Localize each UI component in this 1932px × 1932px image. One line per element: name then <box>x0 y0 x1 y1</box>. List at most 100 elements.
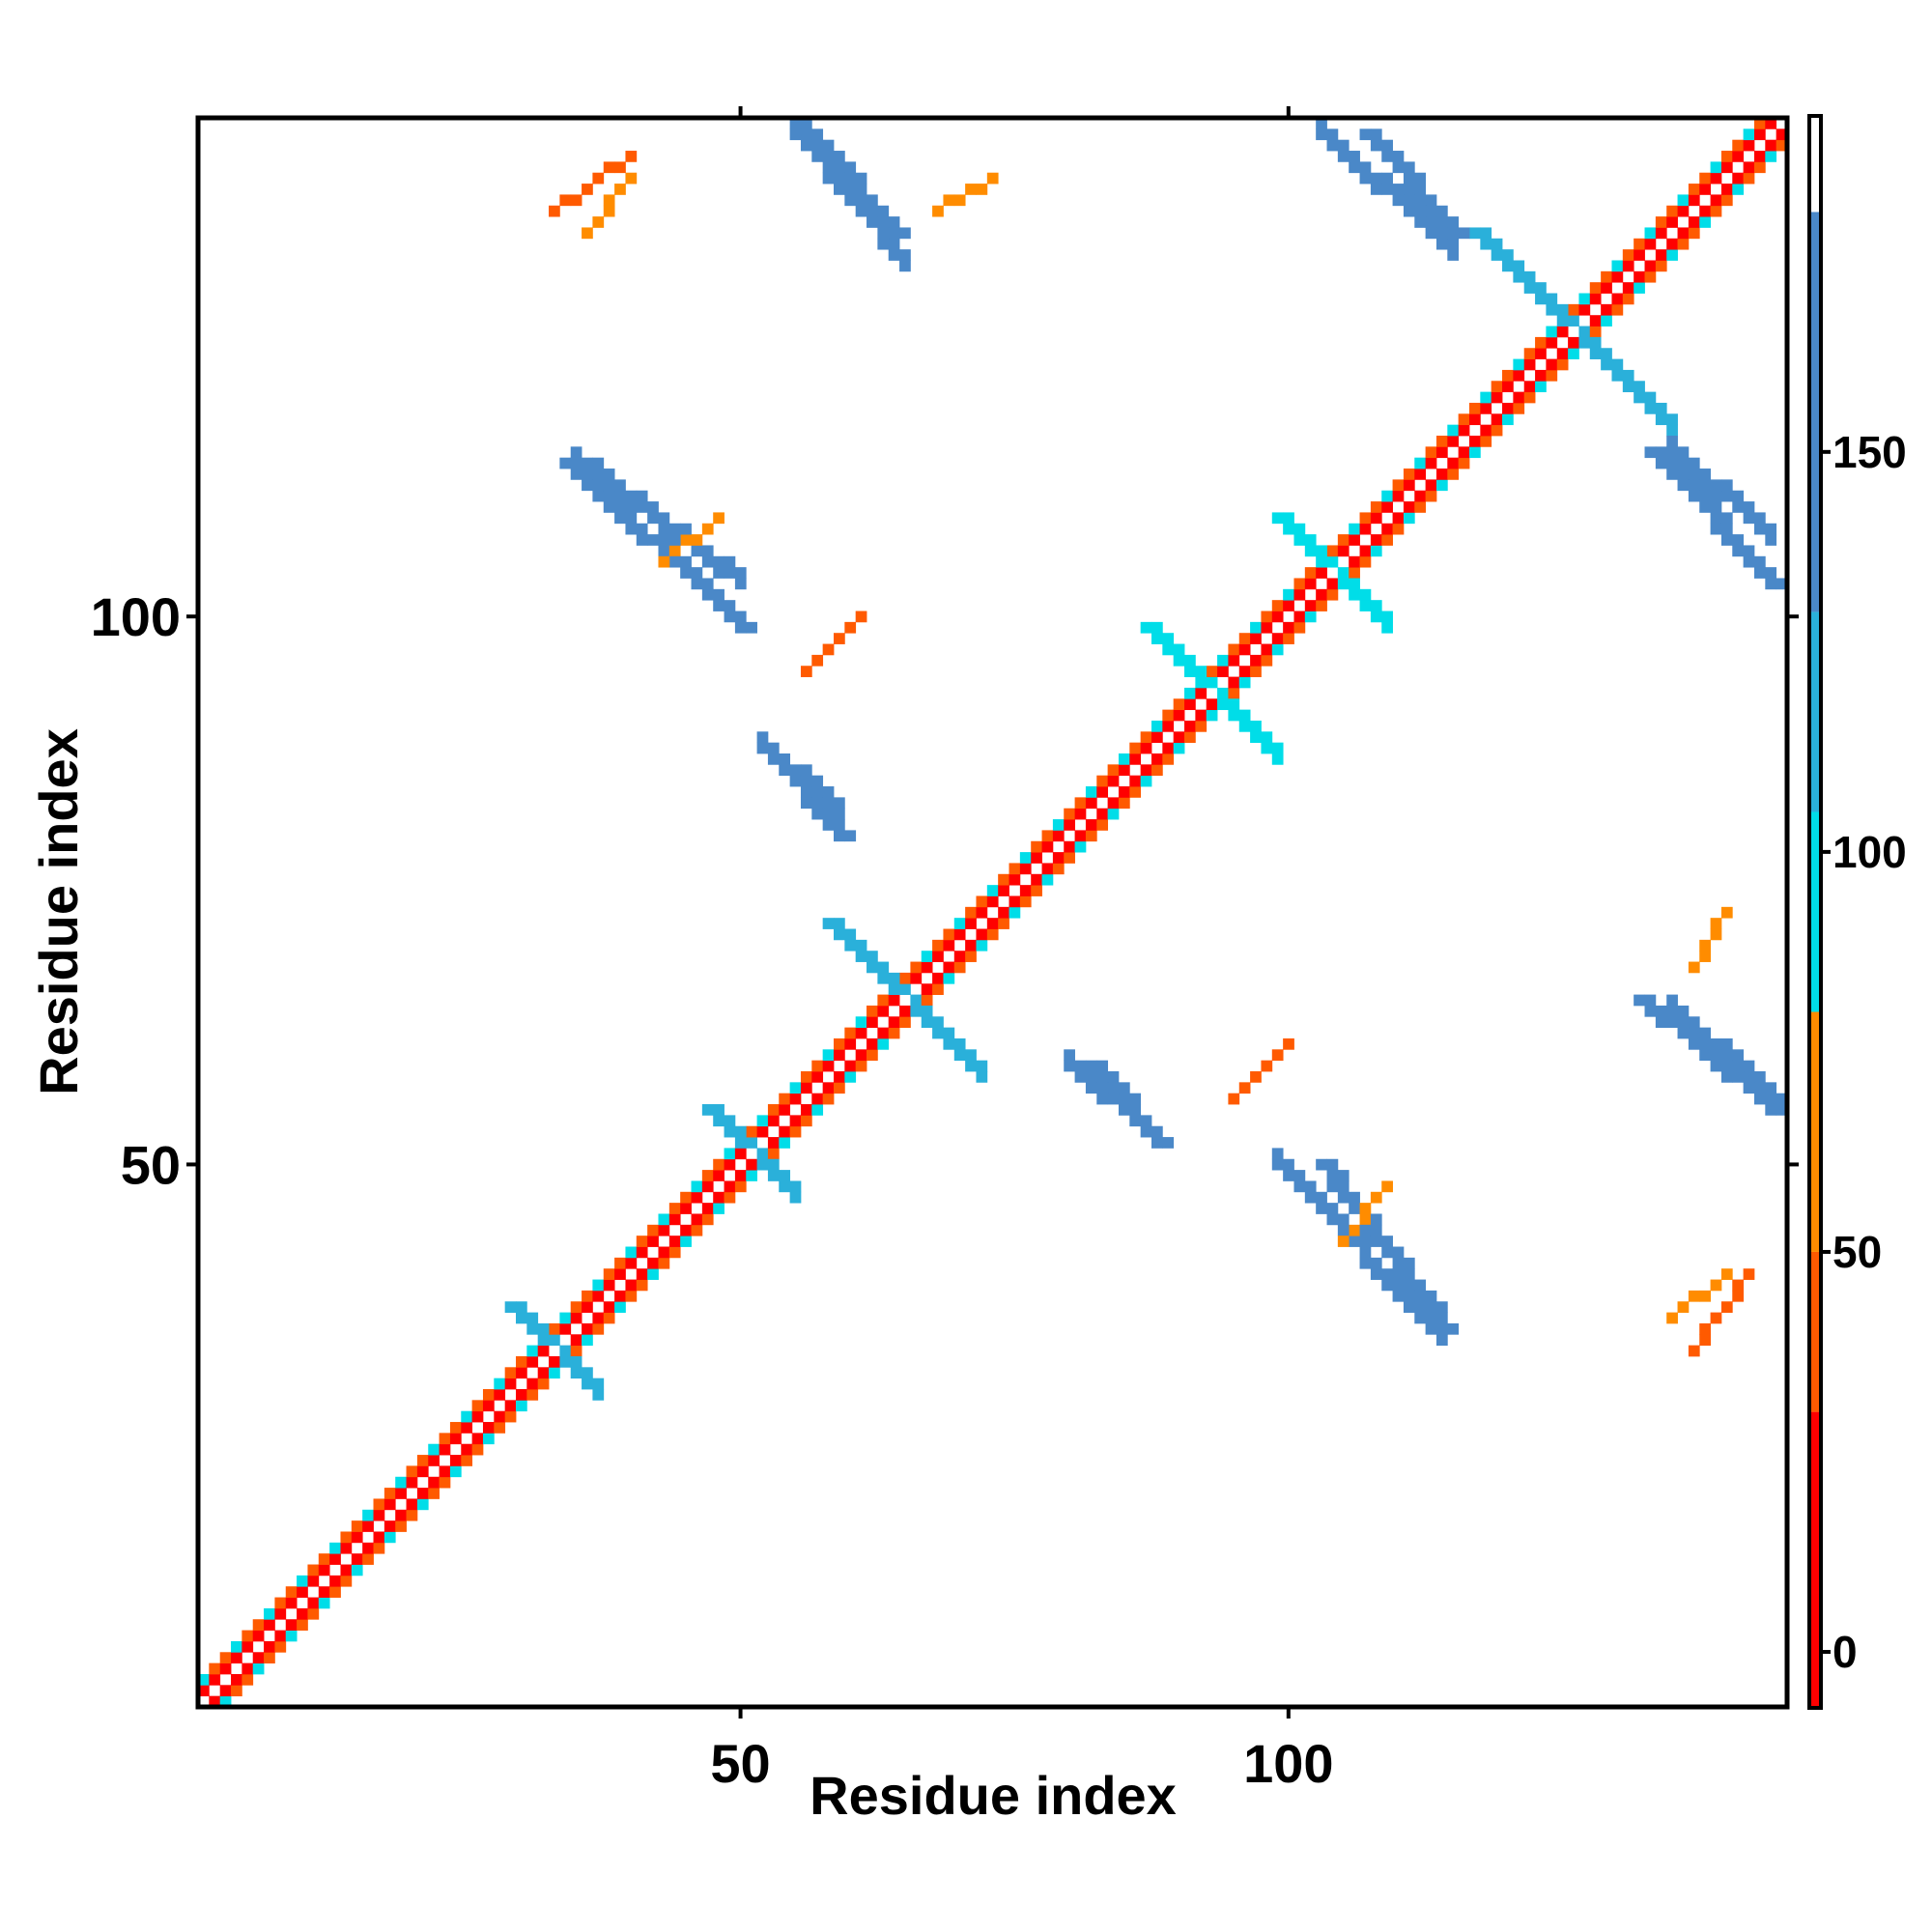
heatmap-cell <box>1009 895 1021 908</box>
heatmap-cell <box>1151 621 1163 634</box>
heatmap-cell <box>526 1322 539 1335</box>
heatmap-cell <box>1720 184 1733 195</box>
heatmap-cell <box>1326 1170 1339 1181</box>
heatmap-cell <box>680 555 692 568</box>
heatmap-cell <box>329 1575 341 1587</box>
heatmap-cell <box>570 194 582 207</box>
heatmap-cell <box>1447 1322 1460 1335</box>
heatmap-cell <box>1523 391 1536 404</box>
heatmap-cell <box>1337 1170 1350 1181</box>
heatmap-cell <box>1425 205 1437 217</box>
heatmap-cell <box>1173 654 1185 667</box>
heatmap-cell <box>1074 830 1087 842</box>
heatmap-cell <box>1118 1093 1130 1105</box>
heatmap-cell <box>1074 840 1087 853</box>
heatmap-cell <box>1250 621 1262 634</box>
heatmap-cell <box>1403 479 1415 492</box>
heatmap-cell <box>713 588 724 601</box>
heatmap-cell <box>998 885 1009 896</box>
heatmap-cell <box>1732 1060 1745 1072</box>
heatmap-cell <box>822 797 835 810</box>
heatmap-cell <box>1316 118 1327 129</box>
heatmap-cell <box>482 1389 495 1401</box>
heatmap-cell <box>998 906 1009 919</box>
heatmap-cell <box>1601 282 1612 294</box>
heatmap-cell <box>1228 654 1240 667</box>
heatmap-cell <box>1710 479 1722 492</box>
heatmap-cell <box>1634 282 1645 294</box>
heatmap-cell <box>658 523 670 535</box>
heatmap-cell <box>1250 1071 1262 1083</box>
heatmap-cell <box>1162 753 1175 765</box>
heatmap-cell <box>822 1093 835 1105</box>
heatmap-cell <box>701 1170 714 1181</box>
heatmap-cell <box>406 1498 418 1511</box>
heatmap-cell <box>668 1203 681 1214</box>
heatmap-cell <box>1435 227 1448 240</box>
heatmap-cell <box>1403 1257 1415 1269</box>
heatmap-cell <box>1743 1060 1755 1072</box>
heatmap-cell <box>953 928 966 941</box>
heatmap-cell <box>307 1564 320 1577</box>
heatmap-cell <box>1435 1334 1448 1347</box>
heatmap-cell <box>976 939 988 952</box>
heatmap-cell <box>1392 1279 1405 1292</box>
heatmap-cell <box>986 885 999 896</box>
heatmap-cell <box>582 1367 593 1379</box>
heatmap-cell <box>1414 457 1427 469</box>
heatmap-cell <box>724 611 736 623</box>
heatmap-cell <box>888 249 900 261</box>
heatmap-cell <box>713 1203 724 1214</box>
heatmap-cell <box>570 1312 582 1324</box>
heatmap-cell <box>1644 402 1657 414</box>
heatmap-cell <box>351 1553 363 1565</box>
heatmap-cell <box>614 490 626 502</box>
heatmap-cell <box>559 1345 572 1357</box>
x-tick-label: 50 <box>710 1733 770 1794</box>
heatmap-cell <box>1261 654 1273 667</box>
heatmap-cell <box>1414 194 1427 207</box>
heatmap-cell <box>1535 381 1547 393</box>
heatmap-cell <box>800 797 812 810</box>
heatmap-cell <box>1184 720 1196 732</box>
heatmap-cell <box>1720 1037 1733 1050</box>
heatmap-cell <box>1271 633 1284 644</box>
heatmap-cell <box>340 1564 353 1577</box>
heatmap-cell <box>680 1236 692 1247</box>
heatmap-cell <box>1666 994 1678 1007</box>
heatmap-cell <box>691 578 703 590</box>
heatmap-cell <box>1578 303 1591 316</box>
heatmap-cell <box>1425 1322 1437 1335</box>
heatmap-cell <box>668 1236 681 1247</box>
heatmap-cell <box>1414 490 1427 502</box>
heatmap-cell <box>1370 184 1382 195</box>
heatmap-cell <box>471 1433 484 1445</box>
heatmap-cell <box>1271 1148 1284 1160</box>
heatmap-cell <box>734 1180 747 1193</box>
heatmap-cell <box>614 1301 626 1313</box>
heatmap-cell <box>1217 687 1229 699</box>
heatmap-cell <box>1370 512 1382 525</box>
heatmap-cell <box>1699 205 1711 217</box>
heatmap-cell <box>1228 1093 1240 1105</box>
heatmap-cell <box>1359 172 1372 185</box>
heatmap-cell <box>1326 1213 1339 1226</box>
heatmap-cell <box>713 1158 724 1171</box>
heatmap-cell <box>1743 501 1755 513</box>
heatmap-cell <box>526 1389 539 1401</box>
heatmap-cell <box>1776 578 1788 590</box>
heatmap-cell <box>1710 1049 1722 1062</box>
heatmap-cell <box>1546 358 1558 371</box>
heatmap-cell <box>1304 611 1317 623</box>
heatmap-cell <box>1743 555 1755 568</box>
heatmap-cell <box>767 1137 780 1149</box>
heatmap-cell <box>811 151 824 162</box>
heatmap-cell <box>1096 808 1109 820</box>
heatmap-cell <box>1491 413 1503 426</box>
heatmap-cell <box>1688 1345 1700 1357</box>
heatmap-cell <box>1261 643 1273 656</box>
heatmap-cell <box>1688 194 1700 207</box>
heatmap-cell <box>603 479 615 492</box>
heatmap-cell <box>668 1213 681 1226</box>
heatmap-cell <box>953 194 966 207</box>
